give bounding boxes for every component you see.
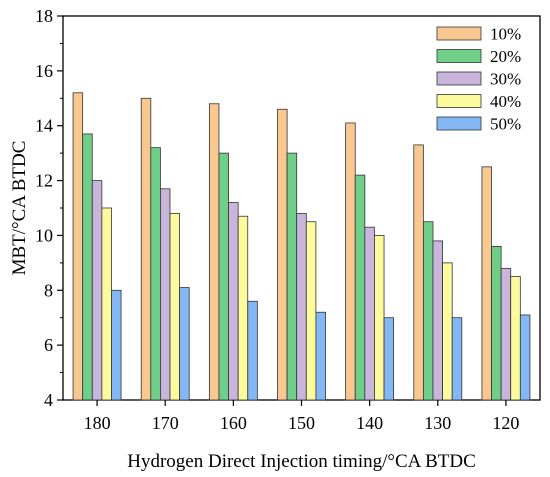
bar xyxy=(305,221,317,401)
bar xyxy=(422,221,434,401)
bar xyxy=(160,188,171,401)
bar xyxy=(481,166,492,401)
y-tick-label: 18 xyxy=(35,6,53,26)
bar xyxy=(101,207,112,401)
bar xyxy=(442,262,453,401)
y-tick-label: 6 xyxy=(44,335,53,355)
bar xyxy=(519,314,531,401)
bar xyxy=(286,152,298,401)
bar xyxy=(296,213,307,401)
legend-swatch xyxy=(436,26,482,41)
legend-swatch xyxy=(436,49,482,63)
bar xyxy=(345,122,356,401)
y-tick-label: 4 xyxy=(44,390,53,410)
legend-label: 40% xyxy=(490,92,521,111)
bar xyxy=(510,276,521,401)
y-tick-label: 8 xyxy=(44,280,53,300)
bar xyxy=(228,202,239,401)
bar xyxy=(72,92,84,401)
bar xyxy=(82,133,93,401)
x-tick-label: 150 xyxy=(288,413,315,433)
bar xyxy=(315,311,326,401)
y-axis-ticks: 4 6 8 10 12 14 16 18 xyxy=(35,6,63,410)
bar xyxy=(491,245,502,401)
bar xyxy=(413,144,424,401)
x-tick-label: 120 xyxy=(492,413,519,433)
bar xyxy=(500,267,512,401)
y-tick-label: 10 xyxy=(35,225,53,245)
bar xyxy=(247,300,258,401)
bar xyxy=(374,235,385,401)
bar xyxy=(140,97,152,401)
legend-label: 20% xyxy=(490,47,521,66)
bar xyxy=(169,213,181,401)
bar xyxy=(354,174,366,401)
legend: 10% 20% 30% 40% 50% xyxy=(436,25,521,134)
x-axis-label: Hydrogen Direct Injection timing/°CA BTD… xyxy=(127,451,476,472)
x-tick-label: 170 xyxy=(152,413,179,433)
bar xyxy=(111,289,122,401)
y-axis-label: MBT/°CA BTDC xyxy=(9,141,30,276)
bar xyxy=(208,103,220,401)
bar xyxy=(91,180,103,401)
bar xyxy=(364,226,375,401)
bar xyxy=(432,240,443,401)
y-tick-label: 12 xyxy=(35,171,53,191)
legend-label: 10% xyxy=(490,25,521,44)
x-tick-label: 160 xyxy=(220,413,247,433)
y-tick-label: 16 xyxy=(35,61,53,81)
x-tick-label: 180 xyxy=(84,413,111,433)
legend-swatch xyxy=(436,116,482,131)
legend-label: 50% xyxy=(490,115,521,134)
y-tick-label: 14 xyxy=(35,116,53,136)
bar xyxy=(237,215,249,401)
bar xyxy=(277,108,288,401)
x-tick-label: 140 xyxy=(356,413,383,433)
legend-swatch xyxy=(436,71,482,86)
bar xyxy=(451,317,463,401)
bar xyxy=(179,287,190,401)
x-axis-ticks: 180 170 160 150 140 130 120 xyxy=(84,400,519,433)
bar xyxy=(150,147,161,401)
bar xyxy=(383,317,395,401)
bars-group xyxy=(72,92,531,401)
x-tick-label: 130 xyxy=(424,413,451,433)
bar xyxy=(218,152,229,401)
legend-label: 30% xyxy=(490,70,521,89)
legend-swatch xyxy=(436,94,482,108)
